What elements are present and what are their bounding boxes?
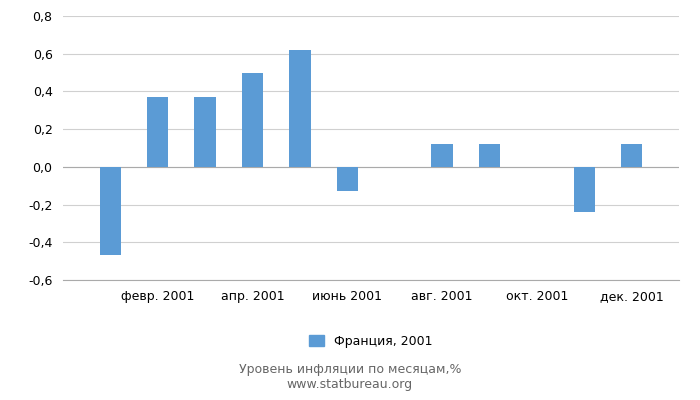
Bar [431, 144, 453, 167]
Bar [99, 167, 121, 256]
Bar [621, 144, 643, 167]
Bar [479, 144, 500, 167]
Bar [147, 97, 169, 167]
Bar [195, 97, 216, 167]
Bar [289, 50, 311, 167]
Bar [242, 72, 263, 167]
Text: www.statbureau.org: www.statbureau.org [287, 378, 413, 391]
Legend: Франция, 2001: Франция, 2001 [304, 330, 438, 353]
Text: Уровень инфляции по месяцам,%: Уровень инфляции по месяцам,% [239, 364, 461, 376]
Bar [337, 167, 358, 191]
Bar [573, 167, 595, 212]
